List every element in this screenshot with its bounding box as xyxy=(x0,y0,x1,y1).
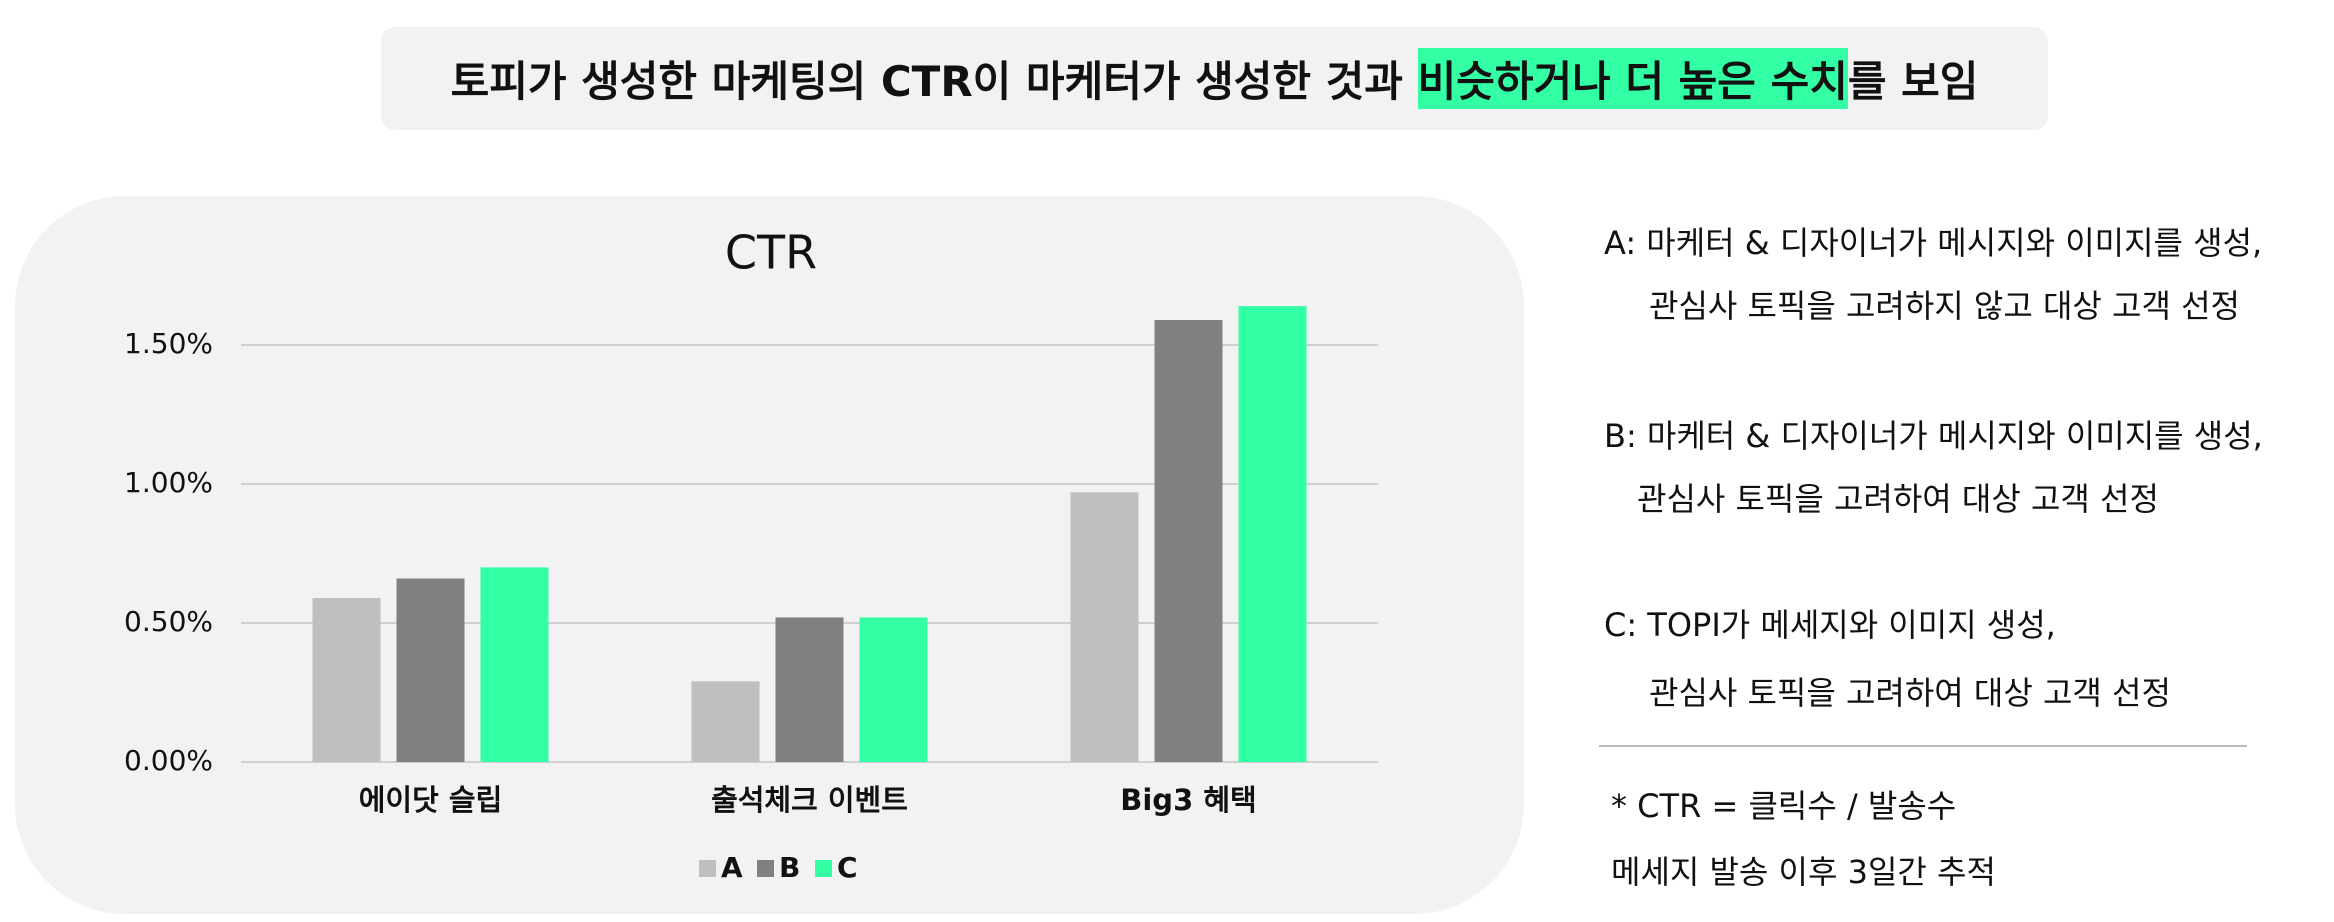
bar xyxy=(480,567,549,762)
legend-swatch xyxy=(815,860,832,877)
y-tick-label: 1.00% xyxy=(124,466,213,499)
legend-label: A xyxy=(721,851,743,884)
bar xyxy=(312,597,381,762)
chart-title: CTR xyxy=(725,226,817,280)
separator xyxy=(1599,745,2247,747)
footnote: * CTR = 클릭수 / 발송수 xyxy=(1611,787,1957,825)
legend-label: B xyxy=(779,851,800,884)
headline-banner: 토피가 생성한 마케팅의 CTR이 마케터가 생성한 것과 비슷하거나 더 높은… xyxy=(381,27,2048,130)
headline-highlight: 비슷하거나 더 높은 수치 xyxy=(1417,48,1848,109)
bar xyxy=(1070,492,1139,762)
note-line: B: 마케터 & 디자이너가 메시지와 이미지를 생성, xyxy=(1604,417,2263,455)
bar xyxy=(691,681,760,762)
legend-swatch xyxy=(699,860,716,877)
x-tick-label: Big3 혜택 xyxy=(1120,783,1256,817)
bar xyxy=(1238,306,1307,762)
note-line: C: TOPI가 메세지와 이미지 생성, xyxy=(1604,606,2056,644)
note-line: A: 마케터 & 디자이너가 메시지와 이미지를 생성, xyxy=(1604,224,2263,262)
headline: 토피가 생성한 마케팅의 CTR이 마케터가 생성한 것과 xyxy=(450,57,1403,106)
bar xyxy=(1154,319,1223,762)
bar xyxy=(396,578,465,762)
y-tick-label: 0.50% xyxy=(124,605,213,638)
x-tick-label: 출석체크 이벤트 xyxy=(711,783,908,817)
note-line: 관심사 토픽을 고려하여 대상 고객 선정 xyxy=(1649,674,2171,712)
headline: 를 보임 xyxy=(1847,57,1979,106)
note-line: 관심사 토픽을 고려하여 대상 고객 선정 xyxy=(1637,480,2159,518)
y-tick-label: 1.50% xyxy=(124,327,213,360)
note-line: 관심사 토픽을 고려하지 않고 대상 고객 선정 xyxy=(1649,287,2240,325)
x-tick-label: 에이닷 슬립 xyxy=(359,783,503,817)
legend-label: C xyxy=(837,851,858,884)
legend-swatch xyxy=(757,860,774,877)
y-tick-label: 0.00% xyxy=(124,744,213,777)
bar xyxy=(775,617,844,762)
footnote: 메세지 발송 이후 3일간 추적 xyxy=(1611,853,1996,891)
bar xyxy=(859,617,928,762)
